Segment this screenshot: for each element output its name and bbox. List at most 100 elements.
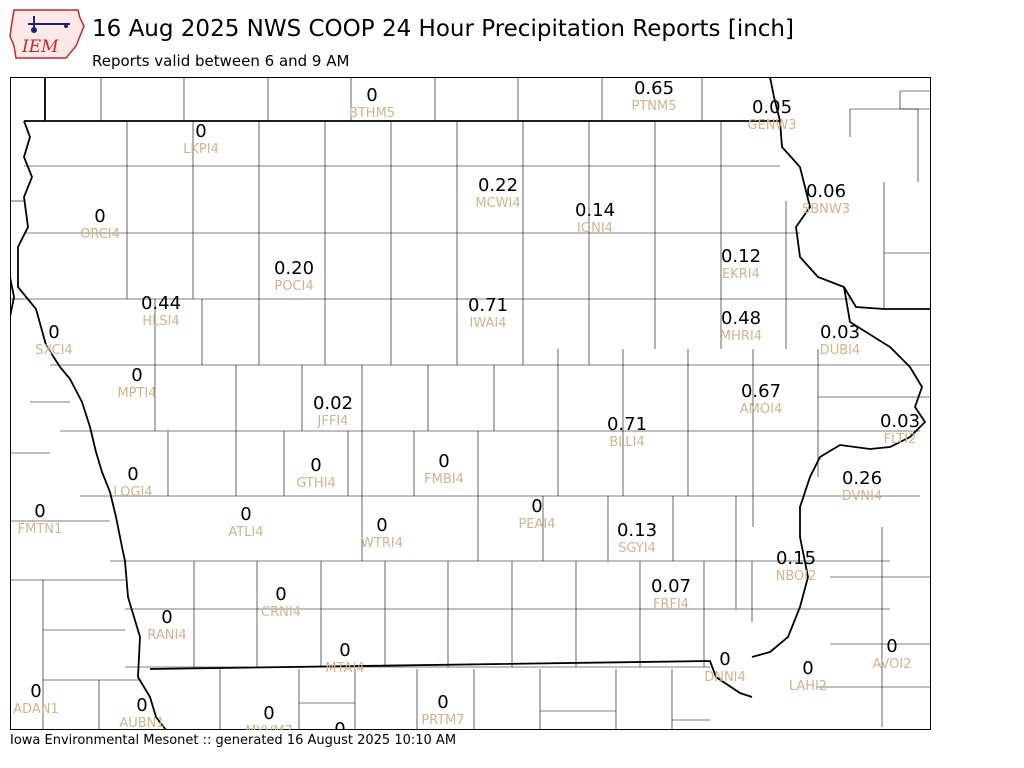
station-id: BLLI4 — [609, 435, 645, 450]
station-id: PEAI4 — [518, 517, 555, 532]
station-id: MCWI4 — [475, 196, 520, 211]
precip-value: 0.12 — [721, 246, 761, 267]
precip-value: 0 — [30, 681, 41, 702]
precip-value: 0 — [34, 501, 45, 522]
iowa-logo-icon: IEM — [9, 9, 85, 59]
precip-value: 0.48 — [721, 308, 761, 329]
precip-value: 0.13 — [617, 520, 657, 541]
station-id: JFFI4 — [317, 414, 349, 429]
station-id: AVOI2 — [872, 657, 911, 672]
precip-value: 0 — [48, 322, 59, 343]
station-id: PTNM5 — [632, 99, 677, 114]
station-id: MHRI4 — [720, 329, 762, 344]
precip-value: 0.06 — [806, 181, 846, 202]
station-id: RANI4 — [147, 628, 186, 643]
station-myvm7: 0MYVM7 — [245, 703, 293, 730]
station-id: GENW3 — [747, 118, 796, 133]
page-subtitle: Reports valid between 6 and 9 AM — [92, 52, 350, 70]
precip-value: 0.67 — [741, 381, 781, 402]
station-id: SGYI4 — [618, 541, 656, 556]
station-id: ADAN1 — [13, 702, 59, 717]
page-title: 16 Aug 2025 NWS COOP 24 Hour Precipitati… — [92, 16, 794, 42]
iem-logo: IEM — [8, 6, 86, 62]
station-id: NBOI2 — [776, 569, 817, 584]
precip-value: 0.71 — [468, 295, 508, 316]
station-id: CRNI4 — [261, 605, 301, 620]
footer-text: Iowa Environmental Mesonet :: generated … — [10, 733, 457, 748]
station-id: MPTI4 — [117, 386, 156, 401]
precip-value: 0 — [240, 504, 251, 525]
precip-value: 0 — [275, 584, 286, 605]
precip-value: 0 — [437, 692, 448, 713]
precip-value: 0 — [376, 515, 387, 536]
station-id: FLTI2 — [884, 432, 917, 447]
precip-value: 0 — [195, 121, 206, 142]
station-clrm7: 0CLRM7 — [334, 719, 345, 730]
station-id: IWAI4 — [470, 316, 507, 331]
station-id: MTAI4 — [325, 661, 364, 676]
station-id: LKPI4 — [183, 142, 219, 157]
station-id: FRFI4 — [653, 597, 689, 612]
precip-value: 0 — [438, 451, 449, 472]
precip-value: 0 — [886, 636, 897, 657]
precip-value: 0 — [136, 695, 147, 716]
precip-value: 0.71 — [607, 414, 647, 435]
station-id: PRTM7 — [421, 713, 464, 728]
precip-value: 0 — [719, 649, 730, 670]
station-id: GTHI4 — [296, 476, 335, 491]
station-id: IONI4 — [577, 221, 613, 236]
station-id: BTHM5 — [349, 106, 395, 121]
precip-value: 0 — [334, 719, 345, 730]
precip-value: 0.07 — [651, 576, 691, 597]
station-id: FMTN1 — [18, 522, 63, 537]
precip-value: 0 — [366, 85, 377, 106]
precip-value: 0 — [531, 496, 542, 517]
station-id: ATLI4 — [228, 525, 263, 540]
precip-value: 0 — [310, 455, 321, 476]
precip-value: 0.65 — [634, 78, 674, 99]
station-id: SBNW3 — [802, 202, 850, 217]
precip-value: 0 — [263, 703, 274, 724]
station-id: DVNI4 — [842, 489, 883, 504]
precip-value: 0.44 — [141, 293, 181, 314]
station-id: ORCI4 — [80, 227, 120, 242]
station-id: LOGI4 — [113, 485, 152, 500]
precip-value: 0 — [802, 658, 813, 679]
precip-value: 0 — [161, 607, 172, 628]
station-id: AMOI4 — [740, 402, 782, 417]
